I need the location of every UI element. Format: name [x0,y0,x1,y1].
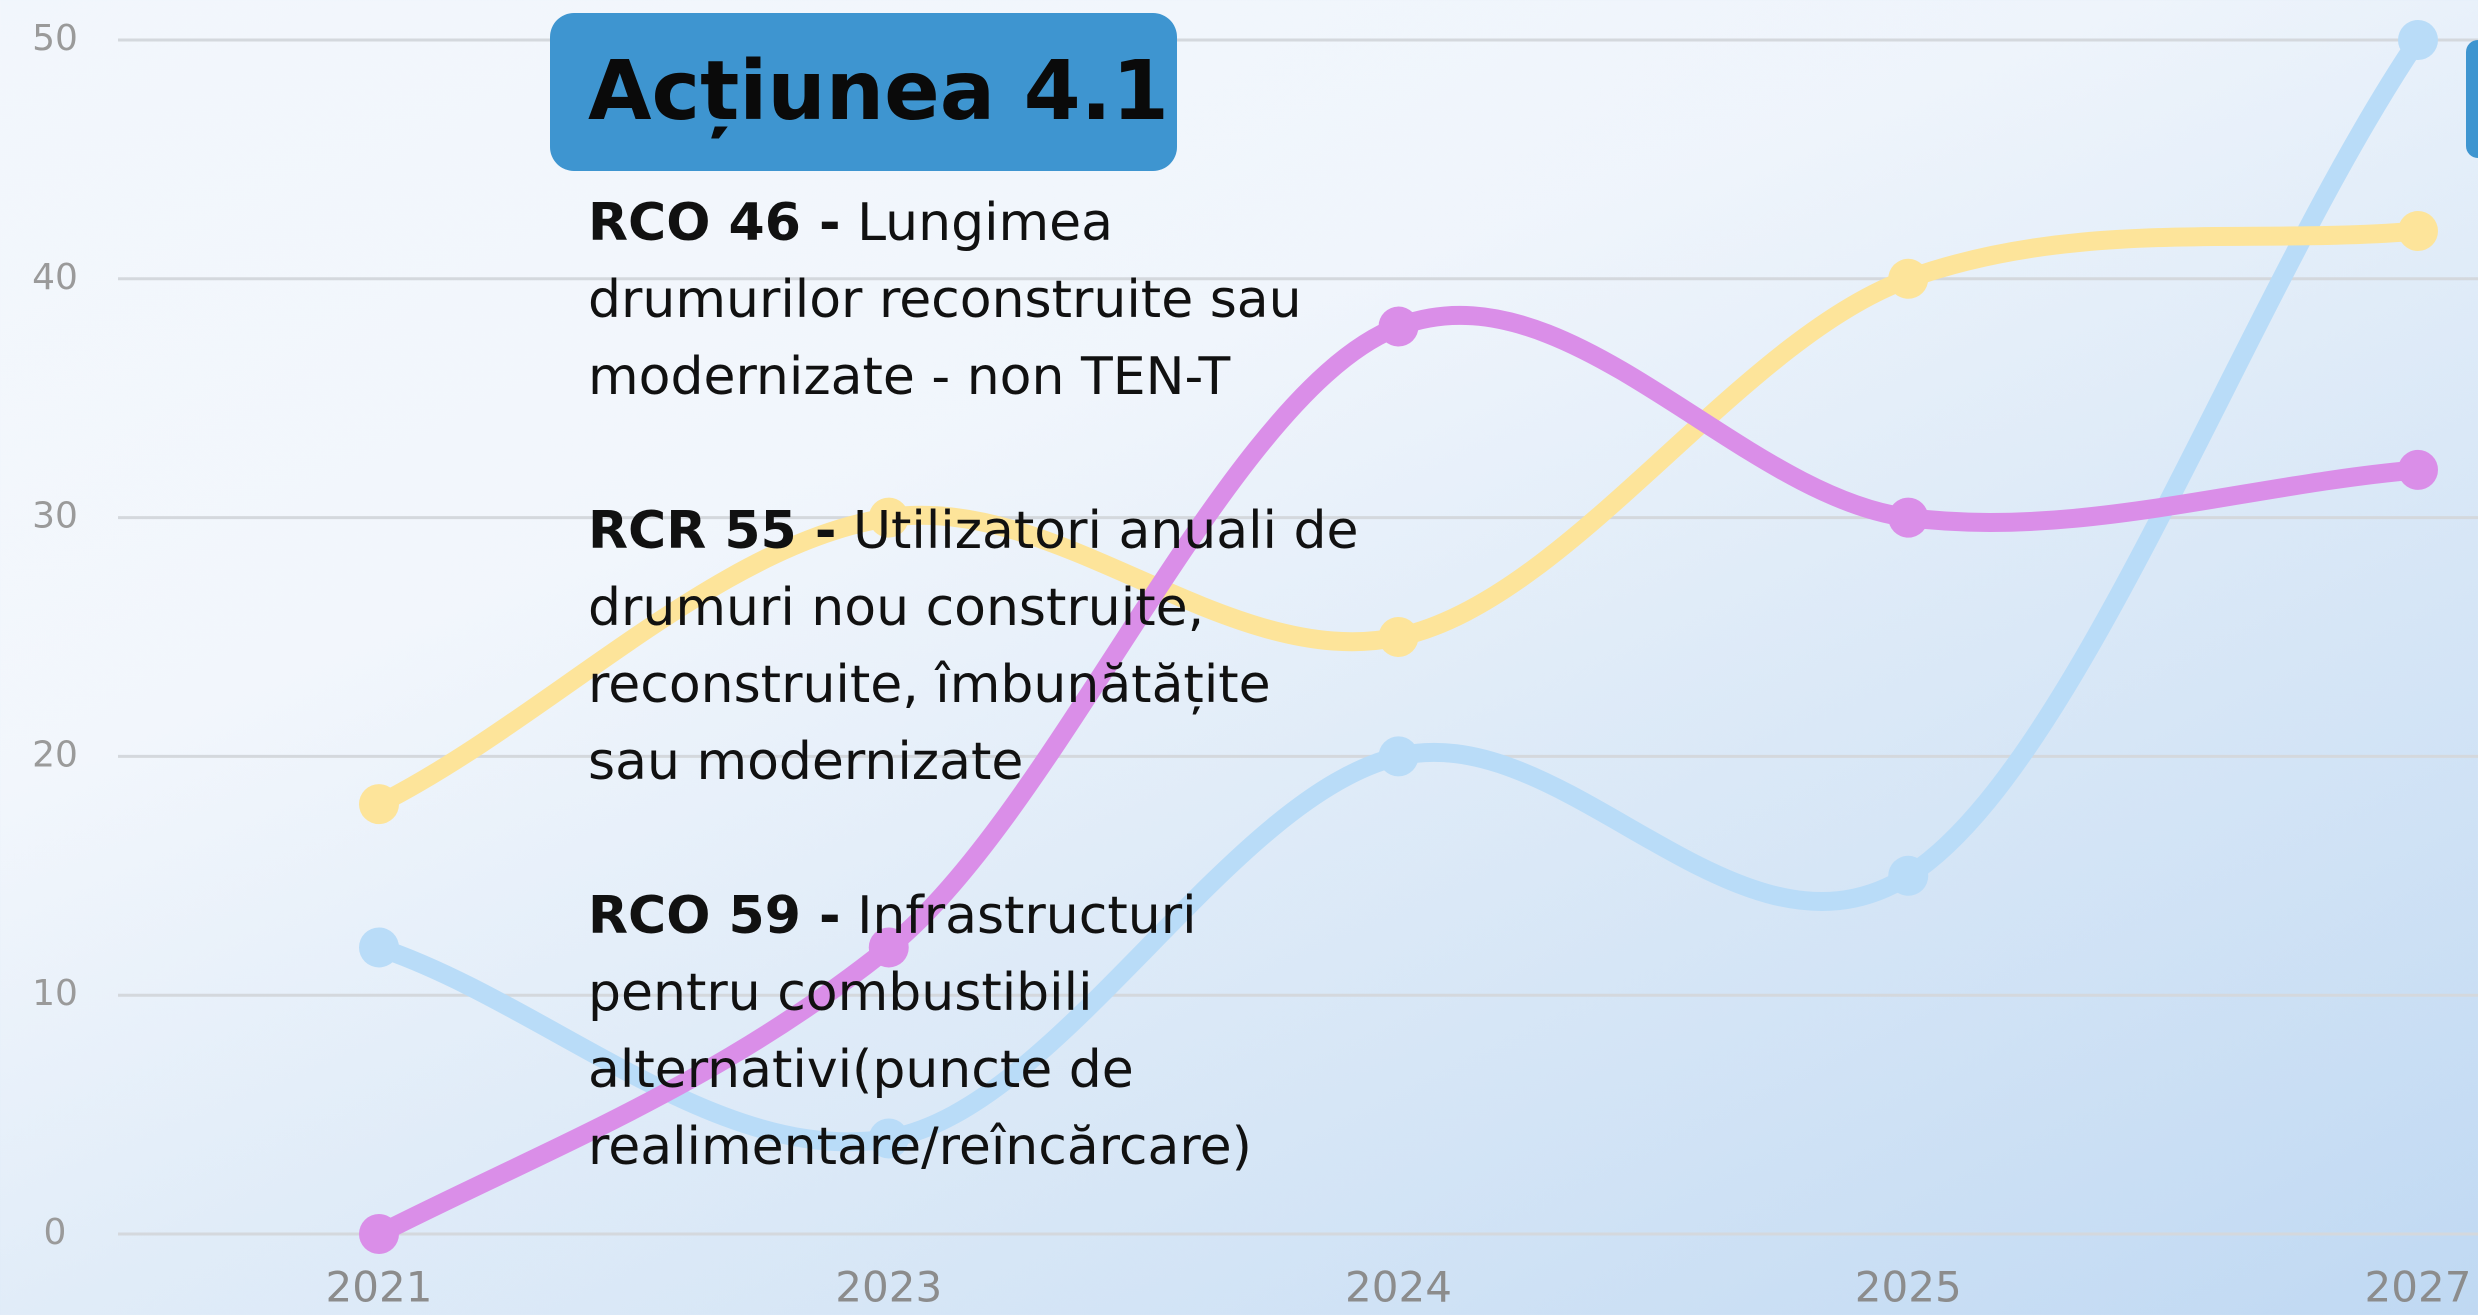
point [1888,856,1928,896]
y-tick-label: 50 [32,18,78,59]
note: RCO 46 - Lungimea drumurilor reconstruit… [588,185,1378,416]
note: RCO 59 - Infrastructuri pentru combustib… [588,878,1378,1186]
notes: RCO 46 - Lungimea drumurilor reconstruit… [588,185,1378,1263]
note-label: RCR 55 - [588,501,836,561]
note-label: RCO 59 - [588,886,841,946]
note: RCR 55 - Utilizatori anuali de drumuri n… [588,493,1378,801]
title-box: Acțiunea 4.1 [550,13,1177,171]
x-tick-label: 2023 [835,1263,942,1312]
point [1888,259,1928,299]
x-tick-label: 2027 [2365,1263,2472,1312]
point [1379,736,1419,776]
x-tick-label: 2024 [1345,1263,1452,1312]
point [359,784,399,824]
point [359,1214,399,1254]
note-label: RCO 46 - [588,193,841,253]
y-tick-label: 10 [32,973,78,1014]
y-tick-label: 40 [32,257,78,298]
edge-box [2466,40,2478,158]
point [359,927,399,967]
y-tick-label: 0 [44,1212,67,1253]
point [2398,450,2438,490]
point [2398,20,2438,60]
point [1888,498,1928,538]
page: 0 10 20 30 40 50 2021 2023 2024 2025 2027 Acțiunea… [0,0,2478,1315]
x-tick-label: 2025 [1855,1263,1962,1312]
y-tick-label: 20 [32,734,78,775]
y-tick-label: 30 [32,496,78,537]
point [2398,211,2438,251]
x-tick-label: 2021 [326,1263,433,1312]
point [1379,307,1419,347]
point [1379,617,1419,657]
